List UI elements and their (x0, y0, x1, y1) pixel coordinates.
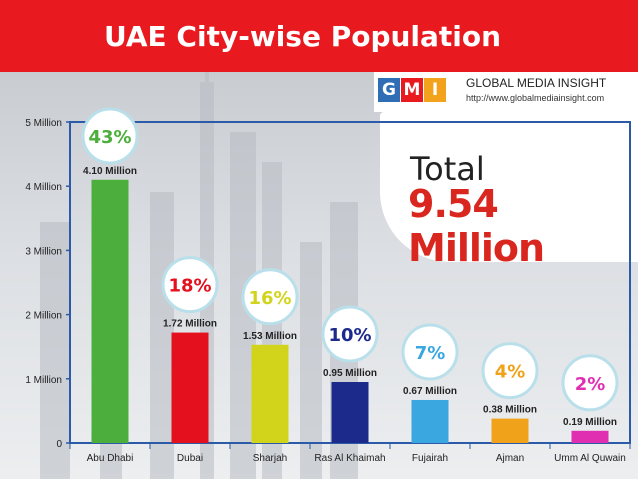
logo-name: GLOBAL MEDIA INSIGHT (466, 76, 607, 90)
y-tick-label: 4 Million (25, 182, 62, 193)
percent-label: 7% (415, 343, 446, 364)
percent-label: 4% (495, 362, 526, 383)
logo-letter-i: I (424, 78, 446, 102)
x-tick-label: Sharjah (253, 453, 287, 464)
x-tick-label: Dubai (177, 453, 203, 464)
total-card (380, 112, 638, 262)
bar (91, 179, 129, 443)
percent-bubble (481, 342, 539, 400)
bar (171, 332, 209, 443)
x-tick-label: Ras Al Khaimah (314, 453, 385, 464)
total-label: Total (410, 150, 485, 188)
x-tick-label: Fujairah (412, 453, 448, 464)
y-tick-label: 1 Million (25, 375, 62, 386)
bar (411, 399, 449, 443)
bar-value-label: 1.53 Million (243, 331, 297, 342)
title-bar: UAE City-wise Population (0, 0, 638, 72)
x-tick-label: Ajman (496, 453, 524, 464)
bar (571, 430, 609, 443)
bar (491, 418, 529, 443)
bar-value-label: 0.95 Million (323, 368, 377, 379)
logo-url[interactable]: http://www.globalmediainsight.com (466, 93, 605, 103)
y-tick-label: 5 Million (25, 118, 62, 129)
percent-label: 18% (168, 276, 211, 297)
bar (251, 344, 289, 443)
x-tick-label: Umm Al Quwain (554, 453, 626, 464)
bar-value-label: 1.72 Million (163, 319, 217, 330)
bar-value-label: 0.38 Million (483, 405, 537, 416)
y-tick-label: 2 Million (25, 311, 62, 322)
x-tick-label: Abu Dhabi (87, 453, 134, 464)
percent-label: 43% (88, 127, 131, 148)
y-tick-label: 0 (56, 439, 62, 450)
bar-value-label: 0.19 Million (563, 417, 617, 428)
percent-label: 2% (575, 374, 606, 395)
percent-bubble (241, 268, 299, 326)
logo-letter-m: M (401, 78, 423, 102)
total-value: 9.54 Million (408, 182, 545, 270)
percent-bubble (401, 323, 459, 381)
percent-bubble (81, 107, 139, 165)
bar-value-label: 4.10 Million (83, 166, 137, 177)
logo-letter-g: G (378, 78, 400, 102)
percent-label: 16% (248, 288, 291, 309)
bar-value-label: 0.67 Million (403, 386, 457, 397)
y-tick-label: 3 Million (25, 246, 62, 257)
percent-label: 10% (328, 325, 371, 346)
percent-bubble (561, 354, 619, 412)
percent-bubble (321, 305, 379, 363)
percent-bubble (161, 256, 219, 314)
slide-title: UAE City-wise Population (104, 20, 502, 53)
bar (331, 382, 369, 443)
